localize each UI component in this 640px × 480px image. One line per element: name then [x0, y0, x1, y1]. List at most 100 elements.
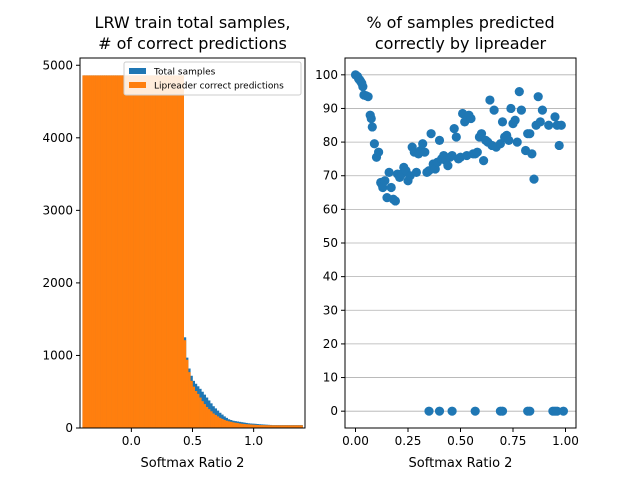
chart1-bar-correct-4 [91, 75, 94, 428]
chart1-bar-correct-79 [256, 424, 259, 428]
chart1-bar-correct-92 [284, 425, 288, 428]
chart1-bar-correct-17 [119, 75, 123, 428]
chart1-bar-correct-91 [282, 425, 286, 428]
chart2-point-6 [358, 81, 368, 92]
chart1-bar-correct-67 [229, 421, 233, 428]
chart2-point-109 [558, 406, 569, 416]
chart2-point-91 [535, 117, 545, 127]
chart2-point-103 [497, 406, 508, 416]
chart1-bar-correct-5 [93, 75, 96, 428]
chart2-point-105 [525, 406, 535, 416]
chart1-xtick-label-1: 0.5 [183, 434, 202, 448]
chart1-bar-correct-52 [196, 393, 200, 428]
chart1-bar-correct-15 [115, 75, 118, 428]
chart2-ytick-label-1: 10 [323, 371, 338, 385]
chart1-legend-swatch-0 [129, 68, 146, 74]
chart1-bar-correct-69 [234, 422, 237, 428]
chart2-title-line-2: correctly by lipreader [375, 34, 547, 53]
chart2-ytick-label-9: 90 [323, 101, 338, 115]
chart2-ytick-label-6: 60 [323, 202, 338, 216]
chart2-point-52 [449, 124, 459, 134]
chart2-point-45 [434, 135, 445, 146]
chart1-bar-correct-70 [236, 423, 240, 428]
chart1-bar-correct-23 [133, 75, 136, 428]
chart1-bar-correct-30 [148, 75, 151, 428]
chart1-bar-correct-87 [273, 425, 277, 428]
chart1-bar-correct-97 [295, 425, 299, 428]
chart1-bar-correct-16 [117, 75, 121, 428]
chart1-bar-correct-76 [249, 424, 253, 428]
chart1-bar-correct-94 [289, 425, 292, 428]
chart2-point-74 [497, 117, 508, 127]
chart1-ytick-label-4: 4000 [42, 131, 73, 145]
chart1-bar-correct-46 [183, 340, 187, 428]
chart1-bar-correct-28 [144, 75, 147, 428]
chart1-bar-correct-82 [262, 425, 266, 428]
chart1-bar-correct-10 [104, 75, 107, 428]
chart1-bar-correct-63 [221, 418, 224, 428]
chart2-point-78 [506, 103, 516, 114]
chart2-point-80 [510, 115, 520, 125]
chart2-point-22 [386, 182, 396, 193]
chart2-ytick-label-7: 70 [323, 169, 338, 183]
chart1-bar-correct-8 [100, 75, 103, 428]
chart2-point-88 [529, 174, 539, 184]
chart2-point-86 [525, 129, 535, 139]
chart1-bar-correct-12 [108, 75, 112, 428]
chart1-bar-correct-45 [181, 75, 184, 428]
chart2-point-82 [514, 87, 524, 97]
chart1-ytick-label-1: 1000 [42, 348, 73, 362]
chart1-title-line-1: LRW train total samples, [95, 13, 291, 32]
chart1-bar-correct-77 [251, 424, 255, 428]
chart1-bar-correct-99 [300, 425, 303, 428]
chart1-bar-correct-96 [293, 425, 297, 428]
chart1-bar-correct-85 [269, 425, 273, 428]
chart1-bar-correct-88 [276, 425, 279, 428]
chart1-bar-correct-89 [278, 425, 281, 428]
chart1-bar-correct-80 [258, 425, 262, 428]
chart2-point-94 [550, 112, 560, 122]
chart1-bar-correct-31 [150, 75, 154, 428]
chart1-bar-correct-57 [207, 409, 211, 428]
chart1-bar-correct-37 [163, 75, 167, 428]
chart2-ytick-label-4: 40 [323, 270, 338, 284]
chart1-legend-swatch-1 [129, 82, 146, 88]
chart2-point-69 [485, 95, 495, 105]
chart2-xtick-label-3: 0.75 [500, 434, 527, 448]
chart1-bar-correct-64 [223, 420, 226, 428]
chart2-point-98 [424, 406, 434, 416]
chart1-legend-label-1: Lipreader correct predictions [154, 82, 284, 92]
chart1-bar-correct-39 [168, 75, 171, 428]
chart1-bar-correct-0 [82, 75, 85, 428]
chart1-bar-correct-25 [137, 75, 140, 428]
chart1-bar-correct-66 [227, 421, 231, 428]
chart1-bar-correct-55 [203, 404, 207, 428]
chart2-point-96 [554, 140, 564, 151]
chart1-bar-correct-71 [238, 423, 242, 428]
chart1-bar-correct-20 [126, 75, 129, 428]
chart2-ytick-label-8: 80 [323, 135, 338, 149]
chart1-bar-correct-21 [128, 75, 132, 428]
chart1-bar-correct-49 [190, 380, 193, 428]
chart1-bar-correct-2 [86, 75, 90, 428]
chart2-point-90 [533, 92, 543, 102]
chart1-bar-correct-36 [161, 75, 165, 428]
chart2-point-73 [495, 139, 505, 149]
chart2-point-65 [476, 129, 487, 139]
chart1-bar-correct-74 [245, 424, 248, 428]
chart1-bar-correct-43 [177, 75, 180, 428]
chart1-bar-correct-54 [201, 401, 204, 428]
chart2-xtick-label-2: 0.50 [447, 434, 474, 448]
chart1-bar-correct-50 [192, 386, 196, 428]
chart2-point-99 [434, 406, 445, 416]
chart1-bar-correct-24 [135, 75, 138, 428]
chart2-ytick-label-10: 100 [315, 68, 338, 82]
chart2-point-21 [384, 167, 394, 177]
chart1-bar-correct-44 [179, 75, 182, 428]
chart2-point-15 [374, 147, 384, 157]
chart2-point-63 [472, 147, 482, 157]
chart1-bar-correct-34 [157, 75, 160, 428]
chart1-legend-box [123, 61, 302, 96]
chart1-bar-correct-59 [212, 413, 215, 428]
chart1-xtick-label-2: 1.0 [244, 434, 263, 448]
